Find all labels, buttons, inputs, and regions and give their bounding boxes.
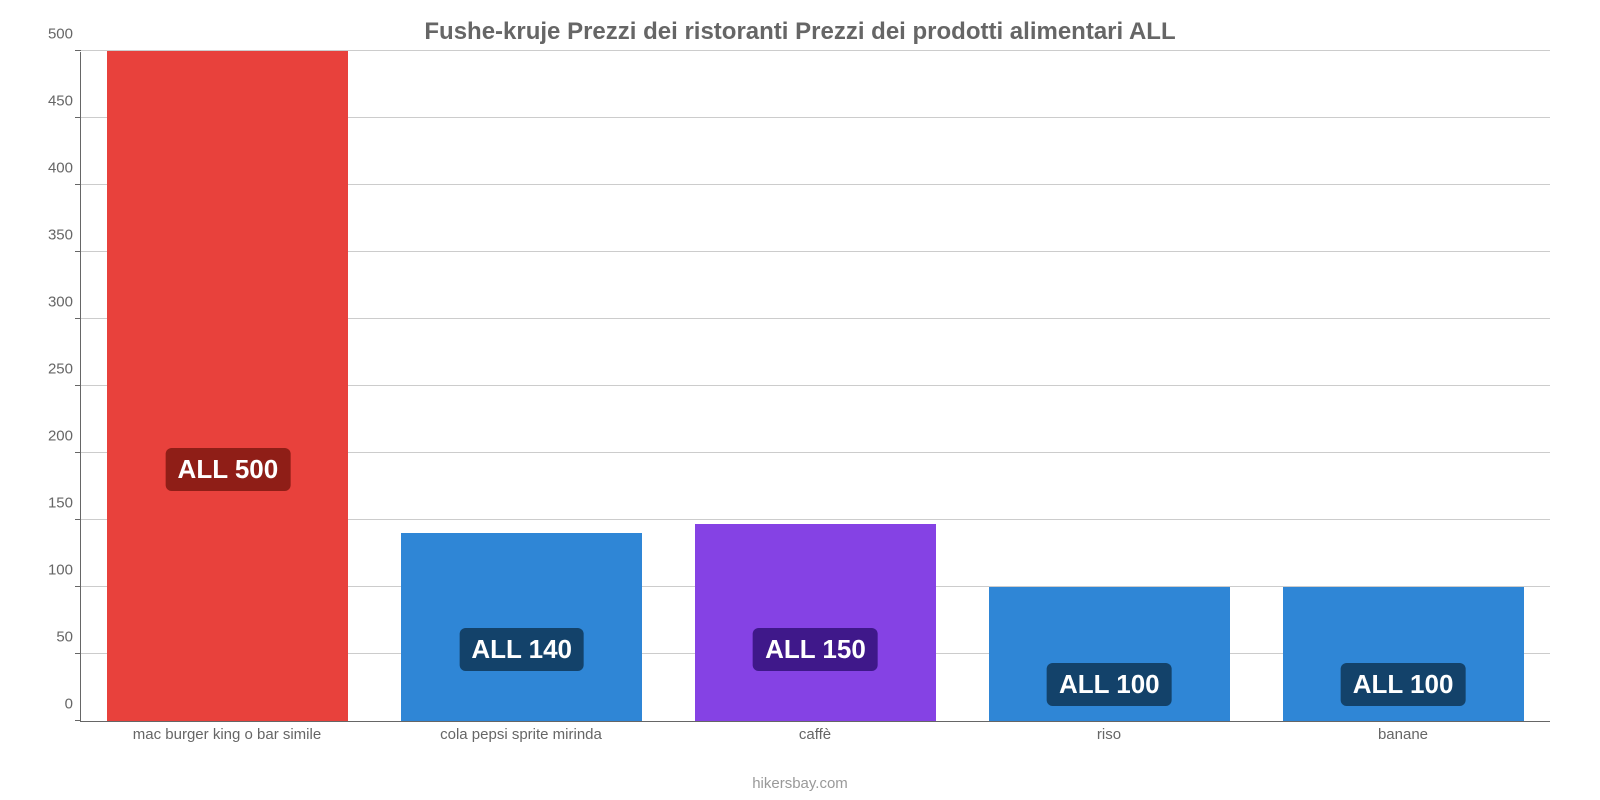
chart-title: Fushe-kruje Prezzi dei ristoranti Prezzi…	[0, 18, 1600, 46]
bars-container: ALL 500 ALL 140 ALL 150 ALL 100 ALL 100	[81, 52, 1550, 721]
bar: ALL 140	[401, 533, 642, 721]
bar-slot: ALL 100	[962, 52, 1256, 721]
ytick-label: 300	[48, 294, 73, 311]
ytick-label: 0	[65, 696, 73, 713]
bar: ALL 100	[989, 587, 1230, 721]
bar-slot: ALL 140	[375, 52, 669, 721]
ytick-label: 350	[48, 227, 73, 244]
x-axis-label: mac burger king o bar simile	[80, 726, 374, 743]
bar-value-label: ALL 500	[166, 448, 291, 491]
bar-slot: ALL 500	[81, 52, 375, 721]
bar-slot: ALL 100	[1256, 52, 1550, 721]
ytick-label: 400	[48, 160, 73, 177]
bar-value-label: ALL 150	[753, 628, 878, 671]
bar-value-label: ALL 140	[459, 628, 584, 671]
bar-value-label: ALL 100	[1047, 663, 1172, 706]
ytick-mark	[75, 50, 81, 51]
ytick-label: 200	[48, 428, 73, 445]
bar-slot: ALL 150	[669, 52, 963, 721]
ytick-label: 100	[48, 562, 73, 579]
x-axis-label: banane	[1256, 726, 1550, 743]
bar: ALL 150	[695, 524, 936, 721]
bar-value-label: ALL 100	[1341, 663, 1466, 706]
ytick-label: 50	[56, 629, 73, 646]
bar: ALL 500	[107, 51, 348, 721]
price-bar-chart: Fushe-kruje Prezzi dei ristoranti Prezzi…	[0, 0, 1600, 800]
plot-area: 050100150200250300350400450500 ALL 500AL…	[80, 52, 1550, 722]
ytick-label: 250	[48, 361, 73, 378]
ytick-label: 450	[48, 93, 73, 110]
x-axis-labels: mac burger king o bar similecola pepsi s…	[80, 726, 1550, 743]
ytick-label: 500	[48, 26, 73, 43]
ytick-label: 150	[48, 495, 73, 512]
x-axis-label: cola pepsi sprite mirinda	[374, 726, 668, 743]
x-axis-label: riso	[962, 726, 1256, 743]
x-axis-label: caffè	[668, 726, 962, 743]
bar: ALL 100	[1283, 587, 1524, 721]
chart-footer: hikersbay.com	[0, 775, 1600, 792]
